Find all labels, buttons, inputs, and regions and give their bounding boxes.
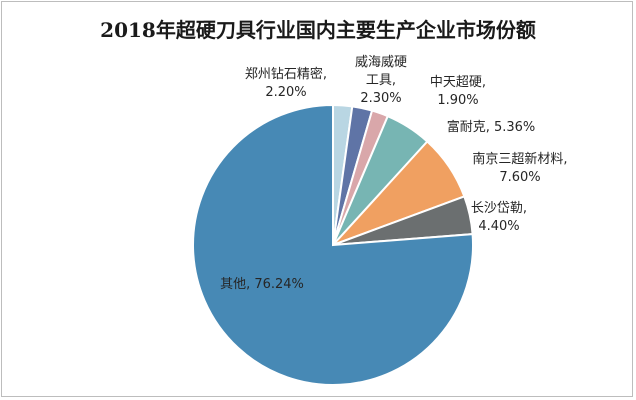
slice-data-label: 长沙岱勒, 4.40%	[471, 201, 527, 234]
slice-data-label: 威海威硬工具, 2.30%	[355, 55, 407, 106]
slice-data-label: 南京三超新材料, 7.60%	[472, 151, 567, 185]
slice-data-label: 富耐克, 5.36%	[447, 119, 536, 135]
slice-data-label: 郑州钻石精密, 2.20%	[245, 66, 327, 100]
chart-title: 2018年超硬刀具行业国内主要生产企业市场份额	[100, 18, 536, 42]
pie-slice	[192, 103, 474, 386]
slice-data-label: 其他, 76.24%	[220, 277, 304, 292]
slice-data-label: 中天超硬, 1.90%	[430, 75, 486, 108]
